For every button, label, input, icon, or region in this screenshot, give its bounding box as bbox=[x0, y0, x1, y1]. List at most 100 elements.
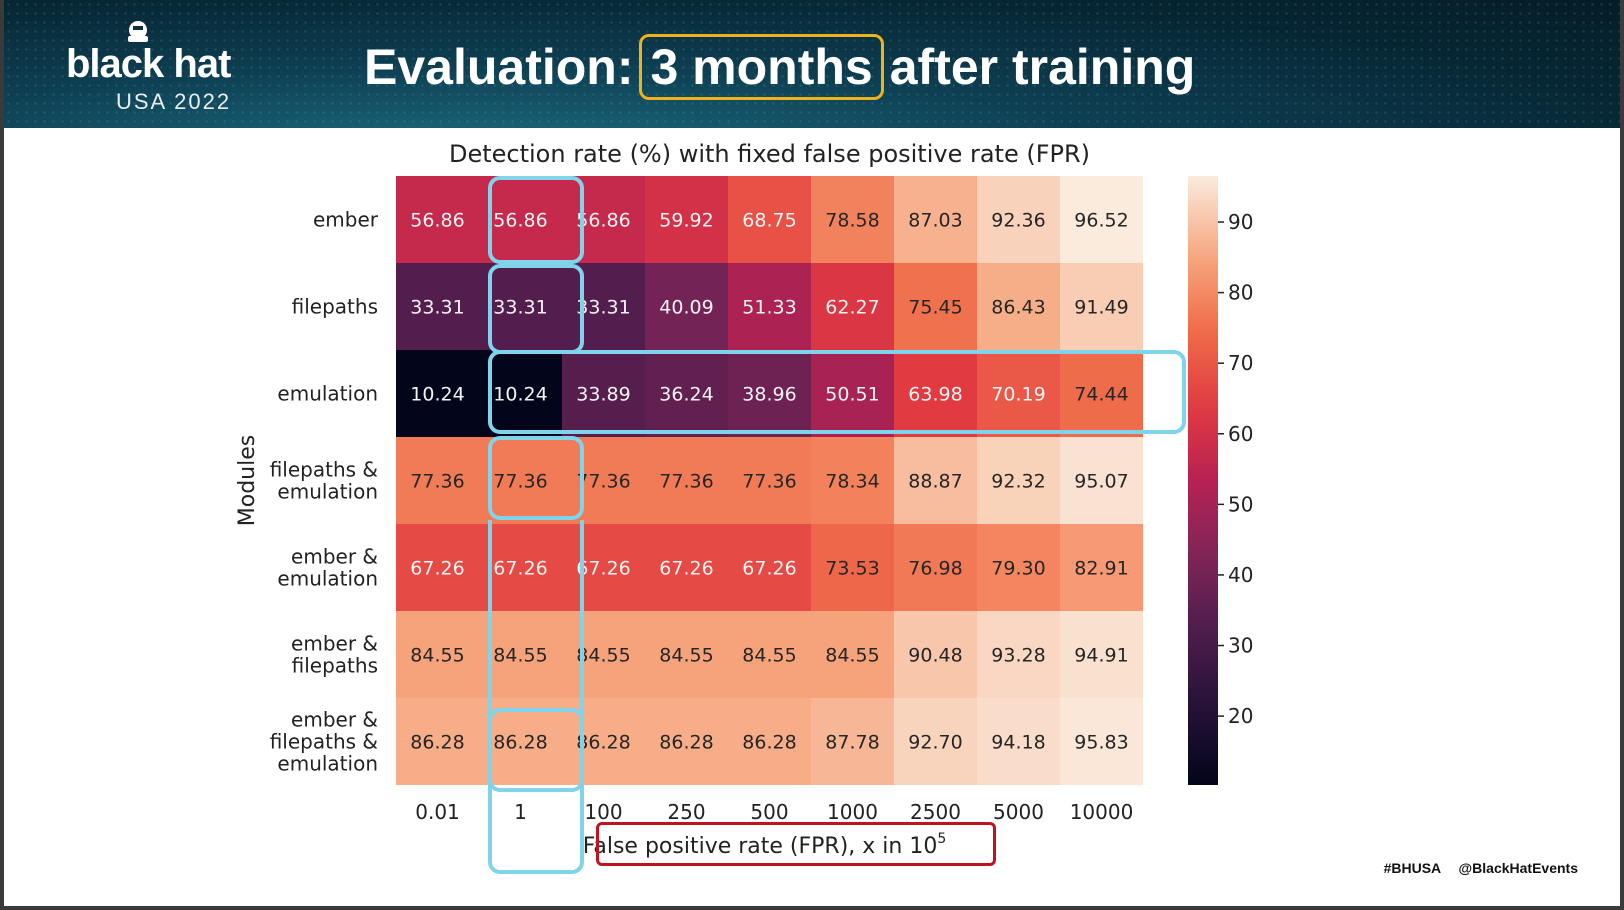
heatmap-cell bbox=[645, 176, 728, 263]
cell-value-label: 86.28 bbox=[410, 732, 464, 754]
cell-value-label: 73.53 bbox=[825, 558, 879, 580]
heatmap-cell bbox=[645, 350, 728, 437]
cell-value-label: 92.36 bbox=[991, 210, 1045, 232]
x-tick-label: 0.01 bbox=[415, 800, 460, 824]
heatmap-cell bbox=[894, 176, 977, 263]
cell-value-label: 87.03 bbox=[908, 210, 962, 232]
cell-value-label: 86.43 bbox=[991, 297, 1045, 319]
cell-value-label: 77.36 bbox=[659, 471, 713, 493]
heatmap-cell bbox=[977, 611, 1060, 698]
cell-value-label: 33.31 bbox=[493, 297, 547, 319]
cell-value-label: 77.36 bbox=[742, 471, 796, 493]
cell-value-label: 77.36 bbox=[410, 471, 464, 493]
colorbar-tick-label: 20 bbox=[1228, 704, 1253, 728]
cell-value-label: 10.24 bbox=[493, 384, 547, 406]
cell-value-label: 50.51 bbox=[825, 384, 879, 406]
heatmap-cell bbox=[562, 350, 645, 437]
heatmap-cell bbox=[977, 263, 1060, 350]
heatmap-cell bbox=[396, 611, 479, 698]
cell-value-label: 77.36 bbox=[576, 471, 630, 493]
cell-value-label: 70.19 bbox=[991, 384, 1045, 406]
cell-value-label: 68.75 bbox=[742, 210, 796, 232]
logo-event: USA 2022 bbox=[116, 89, 232, 114]
heatmap-cell bbox=[977, 350, 1060, 437]
colorbar-tick-label: 70 bbox=[1228, 351, 1253, 375]
highlight-column-fpr-1 bbox=[488, 838, 584, 874]
cell-value-label: 77.36 bbox=[493, 471, 547, 493]
cell-value-label: 56.86 bbox=[493, 210, 547, 232]
cell-value-label: 63.98 bbox=[908, 384, 962, 406]
heatmap-cell bbox=[728, 524, 811, 611]
highlight-cell-all-modules bbox=[488, 708, 584, 792]
heatmap-cell bbox=[645, 524, 728, 611]
x-tick-label: 100 bbox=[584, 800, 622, 824]
heatmap-cell bbox=[396, 176, 479, 263]
heatmap-cell bbox=[562, 524, 645, 611]
y-tick-label: ember & filepaths bbox=[291, 632, 378, 678]
cell-value-label: 92.32 bbox=[991, 471, 1045, 493]
cell-value-label: 33.89 bbox=[576, 384, 630, 406]
heatmap-cell bbox=[562, 176, 645, 263]
heatmap-cell bbox=[728, 176, 811, 263]
cell-value-label: 95.07 bbox=[1074, 471, 1128, 493]
heatmap-cell bbox=[1060, 176, 1143, 263]
cell-value-label: 51.33 bbox=[742, 297, 796, 319]
cell-value-label: 67.26 bbox=[410, 558, 464, 580]
heatmap-cell bbox=[894, 437, 977, 524]
y-axis-label: Modules bbox=[235, 435, 260, 526]
heatmap-cell bbox=[1060, 263, 1143, 350]
cell-value-label: 86.28 bbox=[742, 732, 796, 754]
y-tick-label: emulation bbox=[277, 382, 378, 406]
heatmap-cell bbox=[894, 698, 977, 785]
heatmap-cell bbox=[396, 437, 479, 524]
title-before: Evaluation: bbox=[364, 39, 634, 95]
slide-header: black hat USA 2022 Evaluation: 3 months af… bbox=[4, 0, 1620, 128]
heatmap-cell bbox=[977, 698, 1060, 785]
heatmap-cell bbox=[728, 350, 811, 437]
heatmap-cell bbox=[728, 698, 811, 785]
cell-value-label: 92.70 bbox=[908, 732, 962, 754]
heatmap-cell bbox=[479, 524, 562, 611]
heatmap-cell bbox=[396, 698, 479, 785]
x-tick-label: 500 bbox=[750, 800, 788, 824]
heatmap-cell bbox=[645, 698, 728, 785]
heatmap-chart: Detection rate (%) with fixed false posi… bbox=[235, 140, 1253, 859]
colorbar bbox=[1188, 176, 1218, 785]
heatmap-cell bbox=[396, 263, 479, 350]
title-highlight: 3 months bbox=[639, 34, 884, 100]
heatmap-cell bbox=[562, 263, 645, 350]
header-texture bbox=[4, 0, 1620, 128]
cell-value-label: 84.55 bbox=[493, 645, 547, 667]
slide-content: Detection rate (%) with fixed false posi… bbox=[4, 128, 1620, 906]
cell-value-label: 88.87 bbox=[908, 471, 962, 493]
colorbar-tick-label: 80 bbox=[1228, 281, 1253, 305]
cell-value-label: 86.28 bbox=[493, 732, 547, 754]
heatmap-cell bbox=[894, 524, 977, 611]
y-tick-label: ember & filepaths & emulation bbox=[270, 708, 378, 776]
heatmap-cell bbox=[396, 350, 479, 437]
y-tick-label: ember bbox=[313, 208, 379, 232]
heatmap-cell bbox=[645, 611, 728, 698]
cell-value-label: 93.28 bbox=[991, 645, 1045, 667]
colorbar-tick-label: 40 bbox=[1228, 563, 1253, 587]
hat-icon bbox=[128, 21, 148, 42]
cell-value-label: 94.18 bbox=[991, 732, 1045, 754]
y-tick-label: ember & emulation bbox=[277, 545, 378, 591]
colorbar-tick-label: 50 bbox=[1228, 492, 1253, 516]
heatmap-cell bbox=[811, 263, 894, 350]
heatmap-cell bbox=[1060, 524, 1143, 611]
highlight-column-fpr-1-body bbox=[488, 520, 584, 840]
cell-value-label: 59.92 bbox=[659, 210, 713, 232]
cell-value-label: 33.31 bbox=[576, 297, 630, 319]
cell-value-label: 84.55 bbox=[659, 645, 713, 667]
cell-value-label: 84.55 bbox=[742, 645, 796, 667]
heatmap-cell bbox=[977, 437, 1060, 524]
slide-title: Evaluation: 3 months after training bbox=[364, 34, 1195, 100]
cell-value-label: 38.96 bbox=[742, 384, 796, 406]
x-tick-label: 2500 bbox=[910, 800, 961, 824]
cell-value-label: 82.91 bbox=[1074, 558, 1128, 580]
heatmap-cell bbox=[977, 176, 1060, 263]
heatmap-cell bbox=[894, 611, 977, 698]
cell-value-label: 67.26 bbox=[742, 558, 796, 580]
